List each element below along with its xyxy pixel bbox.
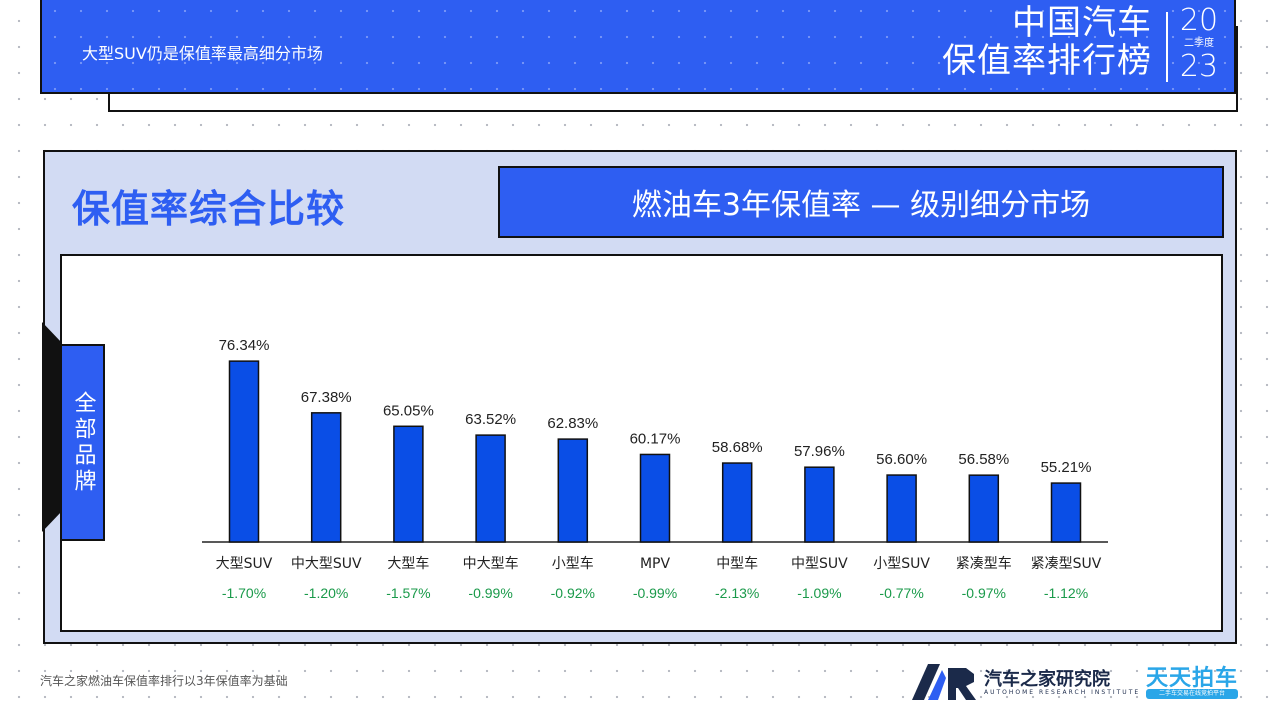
year-bottom: 23 [1179,49,1219,84]
category-label: 紧凑型车 [956,555,1012,572]
chart-subtitle-box: 燃油车3年保值率 — 级别细分市场 [498,166,1224,238]
change-label: -1.20% [304,585,348,601]
bar-value-label: 58.68% [712,439,763,456]
bar [721,462,753,543]
bar [968,474,1000,543]
bar-value-label: 56.60% [876,451,927,468]
bar-value-label: 62.83% [547,415,598,432]
header-separator [1166,12,1168,82]
change-label: -1.57% [386,585,430,601]
brand-tab: 全部品牌 [60,344,105,541]
category-label: MPV [640,556,671,572]
bar [886,474,917,543]
tab-shadow [42,322,62,532]
bar-value-label: 60.17% [630,430,681,447]
bar [228,360,260,543]
bar-value-label: 55.21% [1041,459,1092,476]
quarter-label: 二季度 [1184,38,1214,49]
change-label: -0.92% [551,585,595,601]
change-label: -1.09% [797,585,841,601]
tiantian-logo-text: 天天拍车 [1146,666,1239,691]
change-label: -0.99% [633,585,677,601]
category-label: 大型车 [387,555,429,572]
category-label: 中大型SUV [291,556,362,572]
bar-value-label: 63.52% [465,411,516,428]
bar [804,466,835,543]
category-label: 大型SUV [216,556,273,572]
tiantian-logo-sub: 二手车交易在线竞拍平台 [1146,689,1238,699]
category-label: 中型车 [716,555,758,572]
bar [557,438,589,543]
autohome-logo-en: AUTOHOME RESEARCH INSTITUTE [984,689,1141,696]
header-dot-pattern [42,0,1234,92]
category-label: 小型SUV [873,556,930,572]
section-title: 保值率综合比较 [72,187,346,231]
bar [475,434,506,543]
category-label: 小型车 [552,555,594,572]
change-label: -1.12% [1044,585,1088,601]
category-label: 紧凑型SUV [1031,555,1102,572]
bar-value-label: 65.05% [383,402,434,419]
autohome-logo-text: 汽车之家研究院 [984,669,1110,690]
bar-value-label: 67.38% [301,389,352,406]
change-label: -0.99% [468,585,512,601]
bar [1050,482,1082,543]
bar-value-label: 76.34% [219,337,270,354]
category-label: 中大型车 [463,555,519,572]
bar [639,453,671,543]
header-title: 中国汽车 保值率排行榜 [942,4,1152,80]
brand-tab-label: 全部品牌 [70,390,96,495]
change-label: -2.13% [715,585,759,601]
autohome-logo-icon [912,664,976,700]
header-title-line1: 中国汽车 [1012,3,1152,43]
header-subtitle: 大型SUV仍是保值率最高细分市场 [82,44,323,63]
bar-value-label: 57.96% [794,443,845,460]
change-label: -1.70% [222,585,266,601]
change-label: -0.77% [879,585,923,601]
header-banner: 大型SUV仍是保值率最高细分市场 中国汽车 保值率排行榜 20 二季度 23 [40,0,1236,94]
year-top: 20 [1179,3,1219,38]
category-label: 中型SUV [791,556,848,572]
header-title-line2: 保值率排行榜 [942,41,1152,81]
bar [393,425,424,543]
chart-subtitle: 燃油车3年保值率 — 级别细分市场 [631,188,1091,223]
footnote: 汽车之家燃油车保值率排行以3年保值率为基础 [40,674,288,688]
change-label: -0.97% [962,585,1006,601]
bar [310,412,342,543]
bar-value-label: 56.58% [958,451,1009,468]
